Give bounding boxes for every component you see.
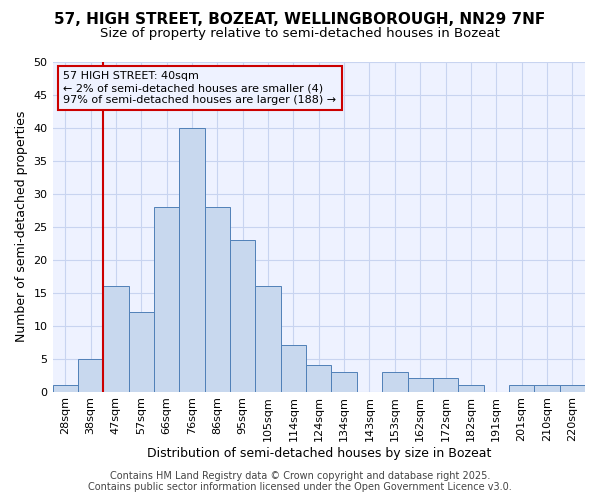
Bar — [382, 372, 407, 392]
Bar — [128, 312, 154, 392]
X-axis label: Distribution of semi-detached houses by size in Bozeat: Distribution of semi-detached houses by … — [146, 447, 491, 460]
Bar — [179, 128, 205, 392]
Bar — [78, 358, 103, 392]
Text: Size of property relative to semi-detached houses in Bozeat: Size of property relative to semi-detach… — [100, 28, 500, 40]
Y-axis label: Number of semi-detached properties: Number of semi-detached properties — [15, 111, 28, 342]
Bar — [205, 206, 230, 392]
Bar — [256, 286, 281, 392]
Text: 57, HIGH STREET, BOZEAT, WELLINGBOROUGH, NN29 7NF: 57, HIGH STREET, BOZEAT, WELLINGBOROUGH,… — [55, 12, 545, 28]
Bar — [154, 206, 179, 392]
Bar — [509, 385, 534, 392]
Bar — [331, 372, 357, 392]
Bar — [103, 286, 128, 392]
Bar — [534, 385, 560, 392]
Bar — [433, 378, 458, 392]
Bar — [407, 378, 433, 392]
Bar — [458, 385, 484, 392]
Bar — [281, 346, 306, 392]
Bar — [560, 385, 585, 392]
Bar — [306, 365, 331, 392]
Text: 57 HIGH STREET: 40sqm
← 2% of semi-detached houses are smaller (4)
97% of semi-d: 57 HIGH STREET: 40sqm ← 2% of semi-detac… — [63, 72, 337, 104]
Text: Contains HM Land Registry data © Crown copyright and database right 2025.
Contai: Contains HM Land Registry data © Crown c… — [88, 471, 512, 492]
Bar — [53, 385, 78, 392]
Bar — [230, 240, 256, 392]
